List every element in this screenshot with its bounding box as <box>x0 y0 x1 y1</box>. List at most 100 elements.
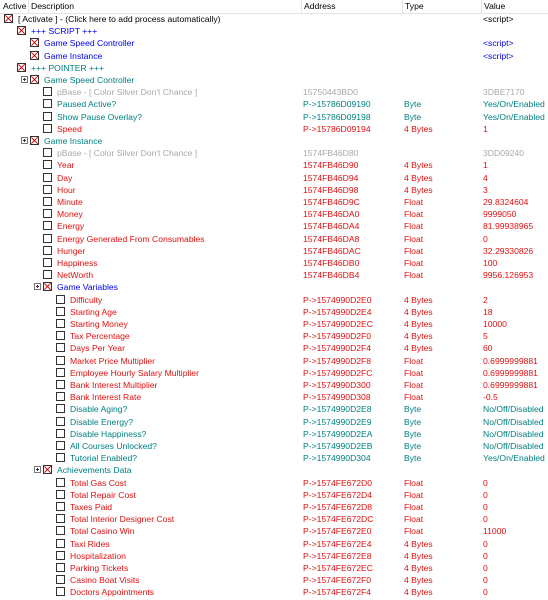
table-row[interactable]: Bank Interest Rate P->1574990D308 Float -0.… <box>0 391 548 403</box>
active-checkbox[interactable] <box>43 99 52 109</box>
active-checkbox[interactable] <box>56 538 65 548</box>
active-checkbox[interactable] <box>43 221 52 231</box>
header-separator[interactable] <box>301 0 302 13</box>
table-row[interactable]: Market Price Multiplier P->1574990D2F8 Flo… <box>0 355 548 367</box>
active-checkbox[interactable] <box>56 514 65 524</box>
header-active[interactable]: Active <box>3 1 27 11</box>
active-checkbox[interactable] <box>43 270 52 280</box>
expand-toggle-icon[interactable] <box>21 137 28 144</box>
header-value[interactable]: Value <box>484 1 506 11</box>
table-row[interactable]: Total Gas Cost P->1574FE672D0 Float 0 <box>0 477 548 489</box>
table-row[interactable]: Taxi Rides P->1574FE672E4 4 Bytes 0 <box>0 538 548 550</box>
table-row[interactable]: Game Speed Controller <box>0 74 548 86</box>
active-checkbox[interactable] <box>56 355 65 365</box>
table-row[interactable]: Energy 1574FB46DA4 Float 81.99938965 <box>0 220 548 232</box>
active-checkbox[interactable] <box>56 319 65 328</box>
header-description[interactable]: Description <box>31 1 74 11</box>
active-checkbox[interactable] <box>43 258 52 267</box>
active-checkbox[interactable] <box>56 550 65 560</box>
active-checkbox[interactable] <box>56 587 65 597</box>
table-row[interactable]: pBase - [ Color Silver Don't Chance ] 157… <box>0 86 548 98</box>
table-row[interactable]: Tax Percentage P->1574990D2F0 4 Bytes 5 <box>0 330 548 342</box>
active-checkbox-checked[interactable] <box>30 38 39 48</box>
active-checkbox[interactable] <box>56 563 65 572</box>
active-checkbox[interactable] <box>56 331 65 341</box>
active-checkbox[interactable] <box>43 184 52 194</box>
active-checkbox[interactable] <box>56 343 65 353</box>
active-checkbox[interactable] <box>56 392 65 402</box>
table-row[interactable]: Disable Happiness? P->1574990D2EA Byte No/O… <box>0 428 548 440</box>
table-row[interactable]: Employee Hourly Salary Multiplier P->1574… <box>0 367 548 379</box>
expand-toggle-icon[interactable] <box>34 466 41 474</box>
table-row[interactable]: Total Interior Designer Cost P->1574FE672… <box>0 513 548 525</box>
active-checkbox[interactable] <box>43 197 52 206</box>
active-checkbox[interactable] <box>56 526 65 536</box>
table-row[interactable]: Bank Interest Multiplier P->1574990D300 Fl… <box>0 379 548 391</box>
table-row[interactable]: Starting Money P->1574990D2EC 4 Bytes 10000 <box>0 318 548 330</box>
table-row[interactable]: Tutorial Enabled? P->1574990D304 Byte Yes/O… <box>0 452 548 464</box>
table-row[interactable]: Total Casino Win P->1574FE672E0 Float 11000 <box>0 525 548 537</box>
table-row[interactable]: Doctors Appointments P->1574FE672F4 4 Byte… <box>0 586 548 598</box>
table-row[interactable]: Paused Active? P->15786D09190 Byte Yes/On/E… <box>0 98 548 110</box>
active-checkbox[interactable] <box>56 306 65 316</box>
active-checkbox[interactable] <box>56 575 65 585</box>
table-row[interactable]: Total Repair Cost P->1574FE672D4 Float 0 <box>0 489 548 501</box>
active-checkbox-checked[interactable] <box>30 50 39 60</box>
active-checkbox[interactable] <box>56 489 65 499</box>
active-checkbox[interactable] <box>56 380 65 389</box>
table-row[interactable]: Hour 1574FB46D98 4 Bytes 3 <box>0 184 548 196</box>
active-checkbox[interactable] <box>56 428 65 438</box>
active-checkbox[interactable] <box>43 172 52 182</box>
active-checkbox[interactable] <box>43 233 52 243</box>
active-checkbox[interactable] <box>56 294 65 304</box>
active-checkbox[interactable] <box>56 477 65 487</box>
active-checkbox[interactable] <box>43 245 52 255</box>
table-row[interactable]: Game Speed Controller <script> <box>0 37 548 49</box>
table-row[interactable]: Difficulty P->1574990D2E0 4 Bytes 2 <box>0 294 548 306</box>
active-checkbox-checked[interactable] <box>17 62 26 72</box>
table-row[interactable]: pBase - [ Color Silver Don't Chance ] 157… <box>0 147 548 159</box>
active-checkbox[interactable] <box>56 367 65 377</box>
table-row[interactable]: Game Instance <script> <box>0 50 548 62</box>
table-row[interactable]: Days Per Year P->1574990D2F4 4 Bytes 60 <box>0 342 548 354</box>
table-row[interactable]: Game Variables <box>0 281 548 293</box>
active-checkbox-checked[interactable] <box>43 465 52 475</box>
header-separator[interactable] <box>28 0 29 13</box>
header-type[interactable]: Type <box>405 1 424 11</box>
active-checkbox[interactable] <box>43 209 52 219</box>
active-checkbox-checked[interactable] <box>17 26 26 36</box>
active-checkbox-checked[interactable] <box>4 14 13 23</box>
table-row[interactable]: Money 1574FB46DA0 Float 9999050 <box>0 208 548 220</box>
header-separator[interactable] <box>481 0 482 13</box>
active-checkbox-checked[interactable] <box>43 282 52 292</box>
header-address[interactable]: Address <box>304 1 336 11</box>
table-row[interactable]: Minute 1574FB46D9C Float 29.8324604 <box>0 196 548 208</box>
active-checkbox[interactable] <box>56 404 65 414</box>
table-row[interactable]: Hunger 1574FB46DAC Float 32.29330826 <box>0 245 548 257</box>
table-row[interactable]: Energy Generated From Consumables 1574FB4… <box>0 233 548 245</box>
header-separator[interactable] <box>402 0 403 13</box>
table-row[interactable]: [ Activate ] - (Click here to add proces… <box>0 13 548 25</box>
table-row[interactable]: Disable Energy? P->1574990D2E9 Byte No/Off/… <box>0 416 548 428</box>
table-row[interactable]: Show Pause Overlay? P->15786D09198 Byte Yes… <box>0 111 548 123</box>
table-row[interactable]: Day 1574FB46D94 4 Bytes 4 <box>0 172 548 184</box>
active-checkbox[interactable] <box>56 441 65 450</box>
table-row[interactable]: Taxes Paid P->1574FE672D8 Float 0 <box>0 501 548 513</box>
table-row[interactable]: Disable Aging? P->1574990D2E8 Byte No/Off/D… <box>0 403 548 415</box>
table-row[interactable]: NetWorth 1574FB46DB4 Float 9956.126953 <box>0 269 548 281</box>
active-checkbox[interactable] <box>43 111 52 121</box>
active-checkbox[interactable] <box>43 148 52 158</box>
active-checkbox-checked[interactable] <box>30 136 39 145</box>
table-row[interactable]: Hospitalization P->1574FE672E8 4 Bytes 0 <box>0 550 548 562</box>
active-checkbox[interactable] <box>56 502 65 511</box>
active-checkbox[interactable] <box>43 123 52 133</box>
active-checkbox[interactable] <box>43 160 52 170</box>
active-checkbox-checked[interactable] <box>30 75 39 84</box>
table-row[interactable]: Starting Age P->1574990D2E4 4 Bytes 18 <box>0 306 548 318</box>
expand-toggle-icon[interactable] <box>21 76 28 83</box>
table-row[interactable]: Happiness 1574FB46DB0 Float 100 <box>0 257 548 269</box>
table-row[interactable]: Casino Boat Visits P->1574FE672F0 4 Bytes 0 <box>0 574 548 586</box>
table-row[interactable]: Game Instance <box>0 135 548 147</box>
table-row[interactable]: Achievements Data <box>0 464 548 476</box>
active-checkbox[interactable] <box>56 453 65 463</box>
